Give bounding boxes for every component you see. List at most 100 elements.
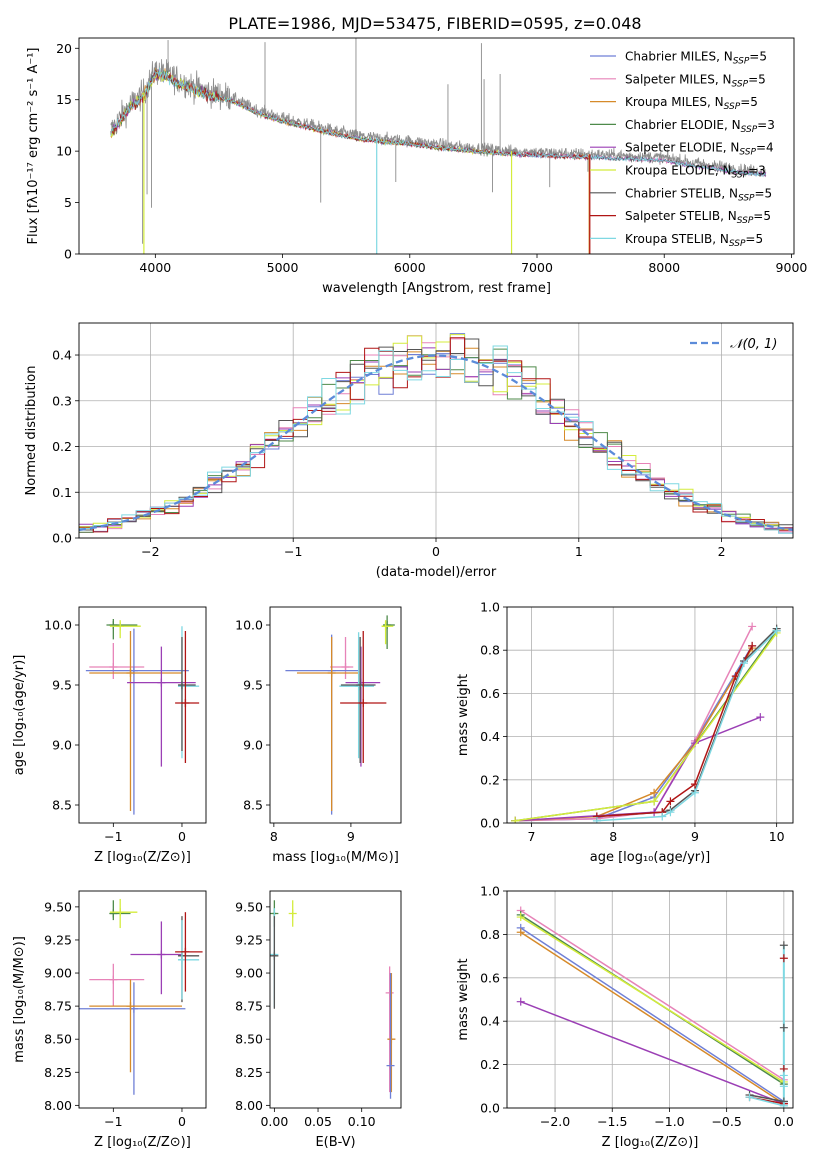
legend-label-salpeter_stelib: Salpeter STELIB, NSSP=5 [625,209,771,226]
mass_vs_ebv-xtick-label: 0.00 [260,1114,288,1129]
legend-label-kroupa_elodie: Kroupa ELODIE, NSSP=3 [625,164,766,181]
point-kroupa_elodie [288,909,297,918]
weight_vs_age-ytick-label: 0.2 [480,772,500,787]
point-salpeter_miles [109,975,118,984]
point-kroupa_elodie [116,908,125,917]
point-kroupa_stelib [354,682,363,691]
residuals-ylabel: Normed distribution [24,366,39,496]
legend-label-tail: =5 [755,186,773,200]
mass_vs_ebv-xlabel: E(B-V) [315,1135,355,1150]
z0-marker-kroupa_stelib [779,1071,788,1080]
residuals-frame [78,322,794,539]
mass_vs_ebv-ytick-label: 8.25 [235,1065,263,1080]
z0-marker-salpeter_stelib [779,954,788,963]
spectrum-ylabel: Flux [fλ10⁻¹⁷ erg cm⁻² s⁻¹ A⁻¹] [26,48,41,245]
series-salpeter_elodie [515,716,761,822]
age_vs_z-ylabel: age [log₁₀(age/yr)] [12,655,27,776]
legend-label-kroupa_stelib: Kroupa STELIB, NSSP=5 [625,232,763,249]
marker-kroupa_stelib [658,812,667,821]
histogram-kroupa_stelib [79,345,793,534]
weight_vs_z-ytick-label: 1.0 [480,884,500,899]
weight_vs_z-ytick-label: 0.2 [480,1057,500,1072]
weight_vs_age-ytick-label: 0.0 [480,816,500,831]
residuals-xlabel: (data-model)/error [376,565,497,580]
z0-marker-chabrier_stelib [779,1023,788,1032]
spectrum-xtick-label: 4000 [139,260,171,275]
mass_vs_z-panel: −1 0 8.00 8.25 8.50 8.75 9.00 9.25 9.50 Z [log₁₀(… [12,890,207,1150]
mass_vs_ebv-ytick-label: 9.25 [235,932,263,947]
age_vs_z-xlabel: Z [log₁₀(Z/Z⊙)] [94,850,191,865]
weight_vs_z-ytick-label: 0.6 [480,970,500,985]
histogram-kroupa_elodie [79,334,793,531]
age_vs_z-plot-area [85,619,200,815]
marker-kroupa_miles [516,928,525,937]
mass_vs_ebv-xtick-label: 0.10 [348,1114,376,1129]
series-kroupa_elodie [520,916,785,1083]
point-chabrier_miles [386,1061,395,1070]
legend-label-text: Kroupa ELODIE, N [625,164,732,178]
weight_vs_z-plot-area [516,906,788,1108]
marker-kroupa_stelib [666,808,675,817]
age_vs_z-panel: −1 0 8.5 9.0 9.5 10.0 Z [log₁₀(Z/Z⊙)] age [log₁… [12,606,207,865]
age_vs_z-xtick-label: 0 [178,829,186,844]
spectrum-xtick-label: 6000 [394,260,426,275]
legend-label-chabrier_elodie: Chabrier ELODIE, NSSP=3 [625,118,775,135]
point-salpeter_elodie [157,950,166,959]
mass_vs_ebv-plot-area [270,900,396,1099]
z0-marker-kroupa_stelib [779,1101,788,1108]
series-kroupa_stelib [749,1096,784,1107]
spectrum-ytick-label: 0 [64,247,72,262]
point-chabrier_elodie [383,621,392,629]
mass_vs_z-ytick-label: 8.25 [44,1065,72,1080]
point-salpeter_miles [341,663,350,671]
weight_vs_z-xtick-label: −0.5 [711,1114,741,1129]
weight_vs_age-xtick-label: 8 [609,829,617,844]
point-kroupa_elodie [116,622,125,631]
mass_vs_z-xtick-label: −1 [104,1114,122,1129]
weight_vs_z-xtick-label: −1.5 [597,1114,627,1129]
weight_vs_z-ylabel: mass weight [456,958,471,1040]
model-spectrum-kroupa_stelib [110,67,766,177]
marker-kroupa_stelib [772,626,781,635]
histogram-salpeter_stelib [79,337,793,533]
point-kroupa_miles [387,1035,396,1044]
normal-curve [79,354,793,532]
legend-label-text: Chabrier STELIB, N [625,186,738,200]
point-kroupa_stelib [177,955,186,964]
legend-label-text: Salpeter MILES, N [625,72,732,86]
age_vs_z-frame [78,606,207,824]
mass_vs_z-frame [78,890,207,1109]
weight_vs_age-frame [506,606,794,824]
age_vs_mass-xtick-label: 9 [347,829,355,844]
histogram-chabrier_stelib [79,338,793,531]
legend-label-salpeter_miles: Salpeter MILES, NSSP=5 [625,72,766,89]
weight_vs_age-plot-area [511,622,781,823]
legend-label-text: Chabrier MILES, N [625,50,733,64]
legend-label-sub: SSP [741,125,758,135]
point-salpeter_stelib [359,699,368,707]
age_vs_mass-xlabel: mass [log₁₀(M/M⊙)] [272,850,399,865]
legend-label-sub: SSP [738,193,755,203]
residuals-plot-area [79,333,793,534]
legend-label-sub: SSP [724,102,741,112]
legend-label-sub: SSP [729,239,746,249]
series-kroupa_miles [520,931,785,1105]
mass_vs_ebv-xtick-label: 0.05 [304,1114,332,1129]
age_vs_mass-xtick-label: 8 [270,829,278,844]
mass_vs_z-xtick-label: 0 [178,1114,186,1129]
marker-kroupa_elodie [650,797,659,806]
mass_vs_z-ytick-label: 8.50 [44,1032,72,1047]
spectrum-frame [78,37,795,255]
spectrum-panel: 4000 5000 6000 7000 8000 9000 0 5 10 15 20 waveleng… [26,37,807,296]
legend-label-tail: =5 [753,209,771,223]
z0-marker-kroupa_stelib [779,1082,788,1091]
mass_vs_ebv-frame [269,890,402,1109]
marker-salpeter_stelib [748,641,757,650]
legend-label-tail: =3 [748,164,766,178]
legend-label-text: Salpeter STELIB, N [625,209,737,223]
mass_vs_ebv-ytick-label: 9.50 [235,899,263,914]
age_vs_mass-frame [269,606,402,824]
